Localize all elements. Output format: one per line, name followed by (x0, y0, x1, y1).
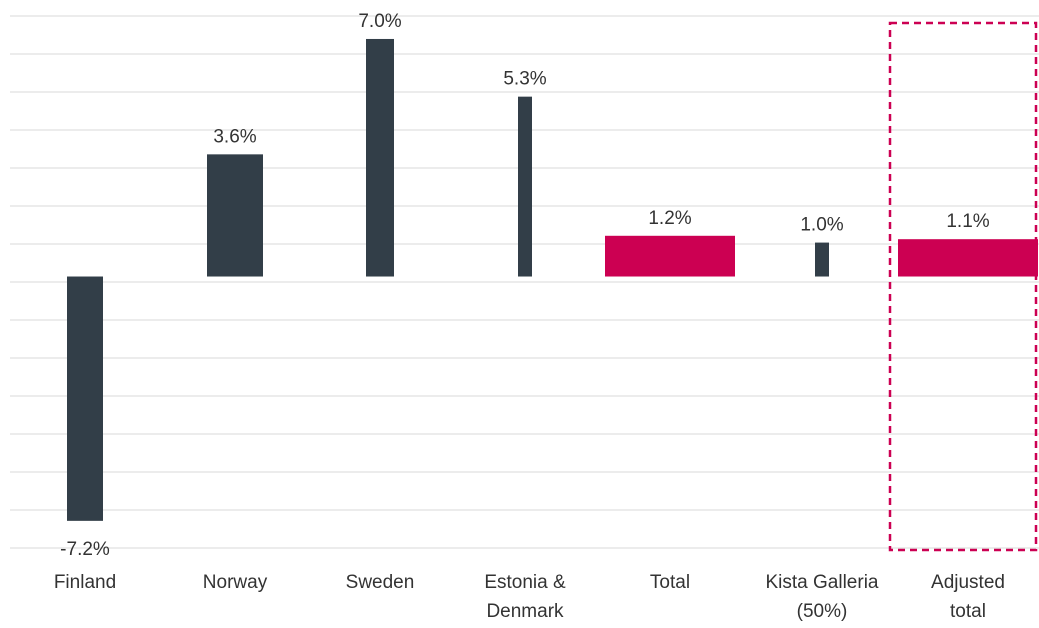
x-tick-label: Kista Galleria (50%) (765, 572, 879, 622)
bar (207, 154, 263, 277)
value-label: 7.0% (358, 11, 401, 32)
value-label: 1.0% (800, 215, 843, 236)
x-tick-label: Norway (202, 572, 268, 593)
value-label: 1.1% (946, 211, 989, 232)
bar (67, 276, 103, 521)
x-tick-label: Total (649, 572, 691, 593)
value-label: 3.6% (213, 126, 256, 147)
highlight-box (888, 21, 1038, 552)
bar (518, 96, 532, 277)
bar (366, 38, 394, 277)
grid (10, 15, 1039, 549)
x-tick-label: Finland (53, 572, 117, 593)
value-label: 1.2% (648, 208, 691, 229)
bar (605, 235, 735, 277)
x-tick-label: Sweden (345, 572, 415, 593)
bar (898, 239, 1038, 277)
x-tick-label: Adjusted total (931, 572, 1005, 622)
value-label: -7.2% (60, 539, 110, 560)
value-label: 5.3% (503, 69, 546, 90)
bar (815, 242, 829, 277)
x-tick-label: Estonia & Denmark (484, 572, 566, 622)
